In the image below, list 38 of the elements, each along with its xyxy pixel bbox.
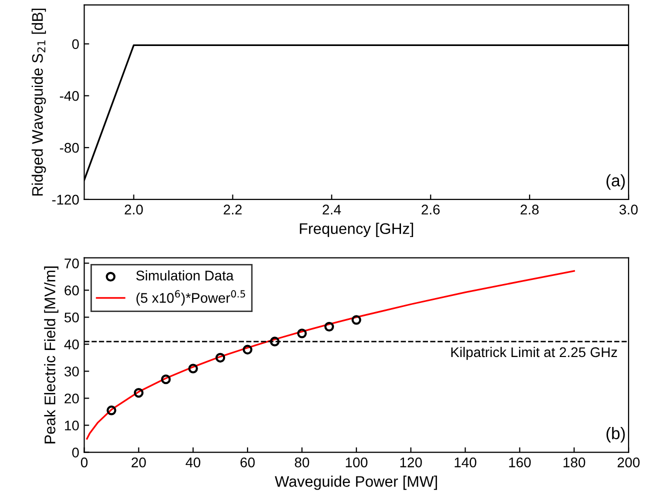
y-axis-title: Peak Electric Field [MV/m] bbox=[44, 266, 58, 444]
y-tick-label: 10 bbox=[64, 420, 79, 430]
annotation: (a) bbox=[606, 174, 625, 190]
y-tick-label: 0 bbox=[72, 448, 79, 458]
x-tick-label: 200 bbox=[618, 458, 640, 468]
x-tick-label: 180 bbox=[564, 458, 586, 468]
legend-label: Simulation Data bbox=[136, 270, 234, 280]
y-tick-label: 20 bbox=[64, 394, 79, 404]
x-tick-label: 0 bbox=[80, 458, 88, 468]
y-tick-label: 70 bbox=[64, 258, 79, 268]
y-tick-label: -120 bbox=[52, 194, 79, 205]
x-tick-label: 120 bbox=[400, 458, 422, 468]
legend-label: (5 x10$^{6}$)*Power$^{0.5}$ bbox=[136, 290, 246, 306]
x-tick-label: 3.0 bbox=[619, 204, 638, 215]
x-tick-label: 2.2 bbox=[224, 204, 242, 214]
y-tick-label: 30 bbox=[64, 366, 79, 376]
x-tick-label: 2.0 bbox=[124, 204, 143, 215]
y-tick-label: 50 bbox=[64, 312, 79, 322]
x-tick-label: 2.4 bbox=[322, 204, 341, 214]
y-tick-label: 0 bbox=[72, 39, 79, 50]
y-axis-title: Ridged Waveguide S$_{21}$ [dB] bbox=[32, 8, 46, 196]
y-tick-label: 60 bbox=[64, 286, 79, 296]
y-tick-label: 40 bbox=[64, 340, 79, 350]
x-tick-label: 140 bbox=[454, 458, 476, 468]
x-tick-label: 20 bbox=[132, 458, 146, 468]
x-tick-label: 160 bbox=[509, 458, 531, 468]
annotation: (b) bbox=[606, 427, 625, 443]
x-tick-label: 40 bbox=[186, 458, 200, 468]
y-tick-label: -80 bbox=[60, 142, 79, 153]
x-tick-label: 80 bbox=[294, 458, 310, 468]
x-axis-title: Frequency [GHz] bbox=[300, 222, 414, 238]
x-tick-label: 2.8 bbox=[520, 204, 539, 215]
x-tick-label: 60 bbox=[240, 458, 255, 468]
x-tick-label: 100 bbox=[346, 458, 368, 468]
x-axis-title: Waveguide Power [MW] bbox=[274, 476, 437, 490]
y-tick-label: -40 bbox=[60, 91, 79, 101]
x-tick-label: 2.6 bbox=[422, 204, 440, 215]
ref-line-label: Kilpatrick Limit at 2.25 GHz bbox=[451, 346, 617, 360]
